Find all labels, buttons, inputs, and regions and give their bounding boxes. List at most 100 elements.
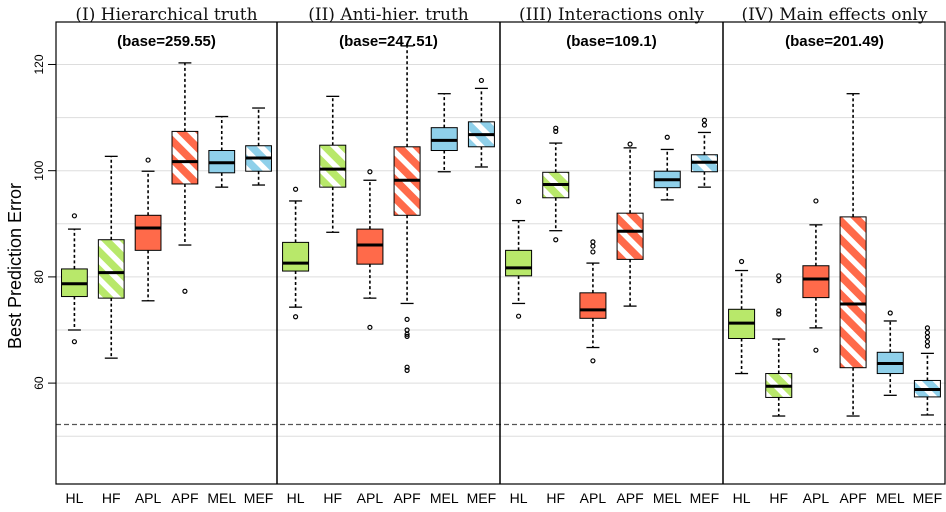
y-tick-label: 80 xyxy=(32,270,46,284)
box-hl xyxy=(505,198,533,319)
iqr-box xyxy=(97,239,125,299)
outlier-point xyxy=(590,249,596,255)
y-tick-label: 60 xyxy=(32,376,46,390)
y-tick-label: 120 xyxy=(32,54,46,74)
outlier-point xyxy=(776,278,782,284)
iqr-box xyxy=(505,249,533,277)
outlier-point xyxy=(367,324,373,330)
box-apf xyxy=(171,62,199,294)
x-tick-label: APL xyxy=(803,490,830,506)
panel-title: (IV) Main effects only xyxy=(742,5,928,25)
iqr-box xyxy=(319,144,347,188)
outlier-point xyxy=(924,330,931,336)
outlier-point xyxy=(813,198,819,204)
outlier-point xyxy=(515,198,522,205)
outlier-point xyxy=(924,343,931,349)
panel-base-value: (base=259.55) xyxy=(117,33,216,50)
box-hl xyxy=(61,213,88,345)
x-tick-label: HL xyxy=(65,490,83,506)
outlier-point xyxy=(553,128,559,134)
x-tick-label: MEL xyxy=(207,490,236,506)
outlier-point xyxy=(478,77,485,84)
box-mef xyxy=(913,325,941,416)
x-tick-label: APL xyxy=(580,490,607,506)
box-mel xyxy=(876,310,904,396)
x-tick-label: APL xyxy=(357,490,384,506)
x-tick-label: APF xyxy=(171,490,198,506)
outlier-point xyxy=(701,117,708,123)
outlier-point xyxy=(776,308,782,314)
x-tick-label: MEF xyxy=(913,490,943,506)
panel-1: (I) Hierarchical truth (base=259.55) HL HF A… xyxy=(61,5,274,506)
outlier-point xyxy=(664,134,670,140)
outlier-point xyxy=(924,334,931,340)
box-apl xyxy=(356,169,384,330)
x-tick-label: HL xyxy=(287,490,305,506)
x-tick-label: APF xyxy=(393,490,420,506)
x-tick-label: MEF xyxy=(244,490,274,506)
x-tick-label: HL xyxy=(510,490,528,506)
box-mel xyxy=(653,134,681,201)
outlier-point xyxy=(515,313,522,319)
box-hf xyxy=(542,125,570,243)
x-tick-label: HF xyxy=(769,490,788,506)
iqr-box xyxy=(356,228,384,265)
outlier-point xyxy=(404,316,410,322)
y-axis: 60 80 100 120 Best Prediction Error xyxy=(5,54,56,390)
outlier-point xyxy=(924,339,931,345)
panel-3: (III) Interactions only (base=109.1) HL HF A… xyxy=(505,5,720,506)
box-hl xyxy=(282,186,310,320)
panel-title: (III) Interactions only xyxy=(519,5,704,25)
box-mef xyxy=(690,117,718,188)
panel-4: (IV) Main effects only (base=201.49) HL HF A… xyxy=(728,5,943,506)
y-axis-title: Best Prediction Error xyxy=(5,183,25,349)
box-hl xyxy=(728,258,756,375)
box-mef xyxy=(245,107,272,186)
x-tick-label: HF xyxy=(102,490,121,506)
x-tick-label: MEF xyxy=(467,490,497,506)
box-apf xyxy=(839,93,867,417)
iqr-box xyxy=(171,130,199,185)
panel-2: (II) Anti-hier. truth (base=247.51) HL HF AP… xyxy=(282,5,497,506)
iqr-box xyxy=(802,265,830,299)
box-hf xyxy=(765,273,793,417)
panel-title: (I) Hierarchical truth xyxy=(75,5,257,25)
outlier-point xyxy=(367,169,373,175)
iqr-box xyxy=(579,292,607,319)
box-apl xyxy=(579,239,607,364)
box-mef xyxy=(467,77,495,168)
box-mel xyxy=(430,93,458,173)
outlier-point xyxy=(404,333,410,339)
iqr-box xyxy=(134,214,162,251)
x-tick-label: HF xyxy=(546,490,565,506)
x-tick-label: HF xyxy=(323,490,342,506)
outlier-point xyxy=(776,273,782,279)
outlier-point xyxy=(813,347,819,353)
box-apf xyxy=(616,141,644,307)
outlier-point xyxy=(553,125,559,131)
outlier-point xyxy=(627,141,633,147)
box-apf xyxy=(393,45,421,373)
outlier-point xyxy=(590,358,596,364)
x-tick-label: APF xyxy=(616,490,643,506)
outlier-point xyxy=(404,364,410,370)
outlier-point xyxy=(292,186,299,192)
iqr-box xyxy=(282,241,310,272)
outlier-point xyxy=(590,243,596,249)
x-tick-label: MEL xyxy=(876,490,905,506)
outlier-point xyxy=(887,310,893,316)
outlier-point xyxy=(553,237,559,243)
outlier-point xyxy=(71,339,78,345)
box-hf xyxy=(319,95,347,233)
x-tick-label: MEF xyxy=(690,490,720,506)
box-hf xyxy=(97,155,125,359)
outlier-point xyxy=(145,157,151,163)
panel-base-value: (base=109.1) xyxy=(566,33,656,50)
outlier-point xyxy=(701,122,708,128)
outlier-point xyxy=(71,213,78,219)
panel-frames xyxy=(55,21,946,485)
outlier-point xyxy=(590,239,596,245)
outlier-point xyxy=(404,331,410,337)
outlier-point xyxy=(182,288,188,294)
